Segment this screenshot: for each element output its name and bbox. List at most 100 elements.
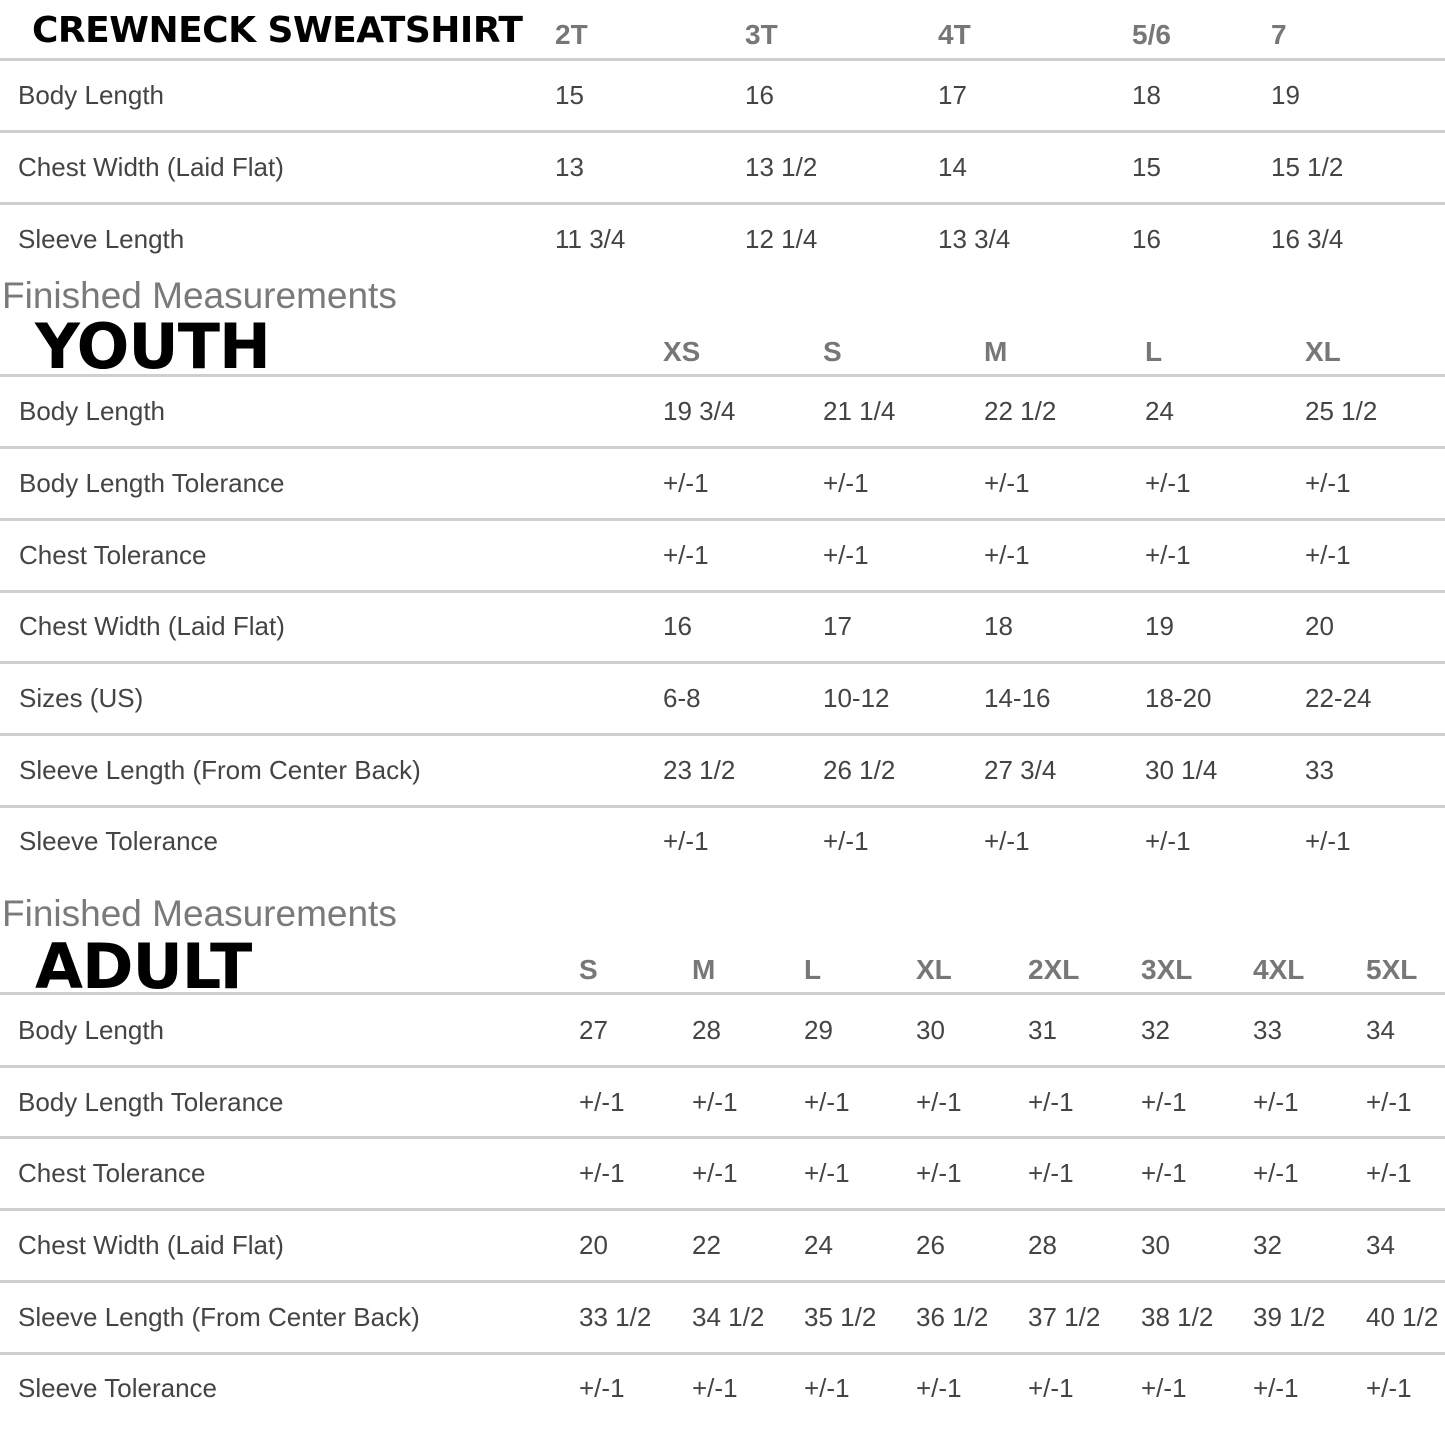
adult-cell: +/-1 — [1366, 1087, 1412, 1117]
youth-row-divider — [0, 518, 1445, 521]
adult-cell: 34 — [1366, 1015, 1395, 1045]
crewneck-cell: 12 1/4 — [745, 224, 818, 254]
adult-cell: +/-1 — [804, 1087, 850, 1117]
youth-cell: +/-1 — [663, 468, 709, 498]
youth-cell: 33 — [1305, 755, 1334, 785]
youth-cell: 27 3/4 — [984, 755, 1057, 785]
youth-row-label: Sleeve Tolerance — [19, 826, 218, 856]
youth-cell: 18-20 — [1145, 683, 1212, 713]
crewneck-cell: 15 — [1132, 152, 1161, 182]
adult-cell: 40 1/2 — [1366, 1302, 1439, 1332]
adult-row-divider — [0, 1136, 1445, 1139]
adult-cell: +/-1 — [579, 1087, 625, 1117]
youth-title: YOUTH — [35, 310, 271, 383]
adult-cell: +/-1 — [579, 1158, 625, 1188]
youth-cell: 14-16 — [984, 683, 1051, 713]
youth-row-label: Body Length Tolerance — [19, 468, 285, 498]
adult-row-label: Chest Width (Laid Flat) — [18, 1230, 284, 1260]
crewneck-cell: 16 — [1132, 224, 1161, 254]
adult-cell: +/-1 — [1366, 1373, 1412, 1403]
youth-cell: 25 1/2 — [1305, 396, 1378, 426]
adult-cell: 26 — [916, 1230, 945, 1260]
youth-cell: +/-1 — [663, 826, 709, 856]
adult-cell: +/-1 — [804, 1158, 850, 1188]
crewneck-cell: 17 — [938, 80, 967, 110]
adult-row-label: Sleeve Tolerance — [18, 1373, 217, 1403]
youth-cell: +/-1 — [1145, 826, 1191, 856]
youth-cell: 6-8 — [663, 683, 701, 713]
adult-row-label: Sleeve Length (From Center Back) — [18, 1302, 420, 1332]
crewneck-cell: 16 3/4 — [1271, 224, 1344, 254]
youth-cell: 16 — [663, 611, 692, 641]
adult-column-header: S — [579, 954, 598, 985]
adult-column-header: L — [804, 954, 822, 985]
crewneck-column-header: 7 — [1271, 19, 1287, 50]
adult-cell: 38 1/2 — [1141, 1302, 1214, 1332]
crewneck-column-header: 5/6 — [1132, 19, 1171, 50]
crewneck-cell: 19 — [1271, 80, 1300, 110]
adult-column-header: XL — [916, 954, 952, 985]
crewneck-cell: 11 3/4 — [555, 224, 626, 254]
youth-cell: 24 — [1145, 396, 1174, 426]
youth-cell: 22 1/2 — [984, 396, 1057, 426]
crewneck-row-divider — [0, 202, 1445, 205]
adult-cell: 22 — [692, 1230, 721, 1260]
youth-cell: +/-1 — [1305, 468, 1351, 498]
youth-cell: 20 — [1305, 611, 1334, 641]
adult-column-header: 2XL — [1028, 954, 1080, 985]
crewneck-row-label: Sleeve Length — [18, 224, 185, 254]
adult-cell: +/-1 — [1141, 1373, 1187, 1403]
youth-row-divider — [0, 805, 1445, 808]
adult-cell: +/-1 — [916, 1373, 962, 1403]
youth-row-label: Chest Tolerance — [19, 540, 207, 570]
adult-cell: 34 — [1366, 1230, 1395, 1260]
adult-cell: 28 — [692, 1015, 721, 1045]
youth-cell: +/-1 — [823, 826, 869, 856]
adult-cell: +/-1 — [804, 1373, 850, 1403]
adult-cell: 28 — [1028, 1230, 1057, 1260]
adult-cell: +/-1 — [1028, 1158, 1074, 1188]
youth-cell: +/-1 — [663, 540, 709, 570]
crewneck-cell: 13 3/4 — [938, 224, 1011, 254]
youth-cell: 21 1/4 — [823, 396, 896, 426]
adult-title: ADULT — [35, 930, 252, 1003]
crewneck-column-header: 3T — [745, 19, 778, 50]
crewneck-cell: 13 1/2 — [745, 152, 818, 182]
adult-row-label: Chest Tolerance — [18, 1158, 206, 1188]
youth-row-label: Sleeve Length (From Center Back) — [19, 755, 421, 785]
adult-cell: 33 1/2 — [579, 1302, 652, 1332]
adult-row-divider — [0, 1352, 1445, 1355]
adult-cell: 27 — [579, 1015, 608, 1045]
youth-cell: +/-1 — [1145, 468, 1191, 498]
adult-cell: +/-1 — [1253, 1087, 1299, 1117]
youth-cell: 19 — [1145, 611, 1174, 641]
youth-cell: +/-1 — [823, 540, 869, 570]
adult-cell: +/-1 — [916, 1158, 962, 1188]
adult-cell: 33 — [1253, 1015, 1282, 1045]
youth-cell: +/-1 — [823, 468, 869, 498]
crewneck-column-header: 2T — [555, 19, 588, 50]
crewneck-row-label: Chest Width (Laid Flat) — [18, 152, 284, 182]
adult-row-divider — [0, 1208, 1445, 1211]
adult-cell: 39 1/2 — [1253, 1302, 1326, 1332]
youth-cell: 10-12 — [823, 683, 890, 713]
crewneck-cell: 16 — [745, 80, 774, 110]
youth-cell: 18 — [984, 611, 1013, 641]
adult-cell: 30 — [1141, 1230, 1170, 1260]
crewneck-row-label: Body Length — [18, 80, 165, 110]
crewneck-header-divider — [0, 58, 1445, 61]
youth-column-header: XL — [1305, 336, 1341, 367]
adult-cell: 29 — [804, 1015, 833, 1045]
adult-header-divider — [0, 992, 1445, 995]
youth-row-divider — [0, 661, 1445, 664]
adult-cell: 31 — [1028, 1015, 1057, 1045]
youth-cell: +/-1 — [984, 468, 1030, 498]
adult-cell: +/-1 — [1366, 1158, 1412, 1188]
youth-cell: +/-1 — [1145, 540, 1191, 570]
youth-cell: +/-1 — [1305, 540, 1351, 570]
youth-column-header: S — [823, 336, 842, 367]
crewneck-title: CREWNECK SWEATSHIRT — [32, 10, 523, 51]
youth-cell: +/-1 — [1305, 826, 1351, 856]
youth-row-divider — [0, 733, 1445, 736]
youth-cell: 19 3/4 — [663, 396, 736, 426]
